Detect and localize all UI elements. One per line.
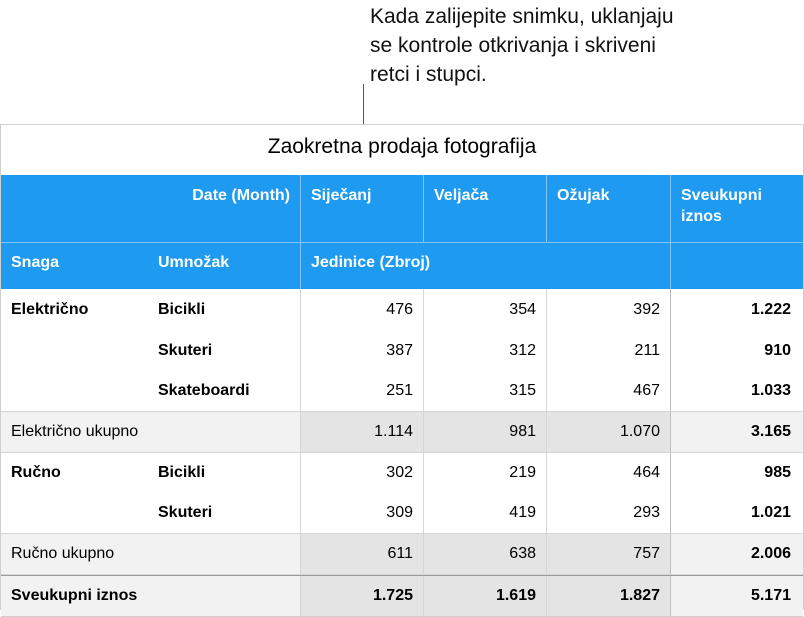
subtotal-label[interactable]: Električno ukupno (1, 412, 301, 452)
value-field-label[interactable]: Jedinice (Zbroj) (301, 243, 671, 289)
cell-total[interactable]: 910 (764, 342, 791, 359)
cell-value[interactable]: 419 (424, 493, 547, 533)
column-header-feb[interactable]: Veljača (424, 175, 547, 242)
product-label[interactable]: Bicikli (148, 289, 301, 331)
column-field-label[interactable]: Date (Month) (148, 175, 301, 242)
subtotal-value[interactable]: 1.114 (301, 412, 424, 452)
subtotal-value[interactable]: 981 (424, 412, 547, 452)
table-row: Skateboardi 251 315 467 1.033 (1, 371, 803, 411)
product-label[interactable]: Skuteri (148, 331, 301, 371)
product-label[interactable]: Skateboardi (148, 371, 301, 411)
subtotal-label[interactable]: Ručno ukupno (1, 534, 301, 574)
subtotal-value[interactable]: 757 (547, 534, 671, 574)
subtotal-row: Ručno ukupno 611 638 757 2.006 (1, 533, 803, 575)
column-header-jan[interactable]: Siječanj (301, 175, 424, 242)
table-title: Zaokretna prodaja fotografija (1, 124, 803, 175)
pivot-table[interactable]: Zaokretna prodaja fotografija Date (Mont… (0, 124, 804, 617)
callout-line-1: Kada zalijepite snimku, uklanjaju (370, 5, 674, 28)
grand-total-row: Sveukupni iznos 1.725 1.619 1.827 5.171 (1, 575, 803, 617)
grand-total-value[interactable]: 1.725 (301, 576, 424, 616)
header-row-columns: Date (Month) Siječanj Veljača Ožujak Sve… (1, 175, 803, 242)
table-row: Skuteri 387 312 211 910 (1, 331, 803, 371)
subtotal-total[interactable]: 2.006 (750, 545, 791, 562)
blank-cell (1, 371, 148, 411)
subtotal-value[interactable]: 1.070 (547, 412, 671, 452)
cell-total[interactable]: 1.033 (750, 382, 791, 399)
product-label[interactable]: Bicikli (148, 453, 301, 493)
cell-value[interactable]: 302 (301, 453, 424, 493)
column-header-total-line2: iznos (681, 208, 722, 225)
cell-value[interactable]: 211 (547, 331, 671, 371)
subtotal-value[interactable]: 611 (301, 534, 424, 574)
cell-value[interactable]: 392 (547, 289, 671, 331)
cell-value[interactable]: 387 (301, 331, 424, 371)
callout-line-3: retci i stupci. (370, 63, 487, 86)
cell-total[interactable]: 1.021 (750, 504, 791, 521)
blank-cell (1, 493, 148, 533)
callout-pointer (363, 84, 364, 124)
header-blank (1, 175, 148, 242)
cell-value[interactable]: 312 (424, 331, 547, 371)
blank-cell (1, 331, 148, 371)
subtotal-value[interactable]: 638 (424, 534, 547, 574)
header-row-fields: Snaga Umnožak Jedinice (Zbroj) (1, 242, 803, 289)
table-row: Ručno Bicikli 302 219 464 985 (1, 453, 803, 493)
cell-value[interactable]: 309 (301, 493, 424, 533)
grand-total-label[interactable]: Sveukupni iznos (1, 576, 301, 616)
column-header-total[interactable]: Sveukupni iznos (671, 175, 801, 242)
column-header-total-line1: Sveukupni (681, 187, 762, 204)
cell-value[interactable]: 467 (547, 371, 671, 411)
grand-total-total[interactable]: 5.171 (750, 587, 791, 604)
subtotal-row: Električno ukupno 1.114 981 1.070 3.165 (1, 411, 803, 453)
header-blank-right (671, 243, 801, 289)
callout-text: Kada zalijepite snimku, uklanjaju se kon… (370, 2, 800, 89)
table-row: Električno Bicikli 476 354 392 1.222 (1, 289, 803, 331)
grand-total-value[interactable]: 1.619 (424, 576, 547, 616)
product-label[interactable]: Skuteri (148, 493, 301, 533)
group-label[interactable]: Električno (11, 301, 89, 318)
group-label[interactable]: Ručno (11, 464, 61, 481)
callout-line-2: se kontrole otkrivanja i skriveni (370, 34, 656, 57)
row-field-snaga[interactable]: Snaga (11, 254, 60, 271)
column-header-mar[interactable]: Ožujak (547, 175, 671, 242)
grand-total-value[interactable]: 1.827 (547, 576, 671, 616)
subtotal-total[interactable]: 3.165 (750, 423, 791, 440)
cell-value[interactable]: 354 (424, 289, 547, 331)
cell-value[interactable]: 251 (301, 371, 424, 411)
cell-total[interactable]: 985 (764, 464, 791, 481)
cell-value[interactable]: 219 (424, 453, 547, 493)
cell-value[interactable]: 476 (301, 289, 424, 331)
cell-total[interactable]: 1.222 (750, 301, 791, 318)
row-field-umnozak[interactable]: Umnožak (148, 243, 301, 289)
cell-value[interactable]: 315 (424, 371, 547, 411)
table-row: Skuteri 309 419 293 1.021 (1, 493, 803, 533)
cell-value[interactable]: 293 (547, 493, 671, 533)
cell-value[interactable]: 464 (547, 453, 671, 493)
